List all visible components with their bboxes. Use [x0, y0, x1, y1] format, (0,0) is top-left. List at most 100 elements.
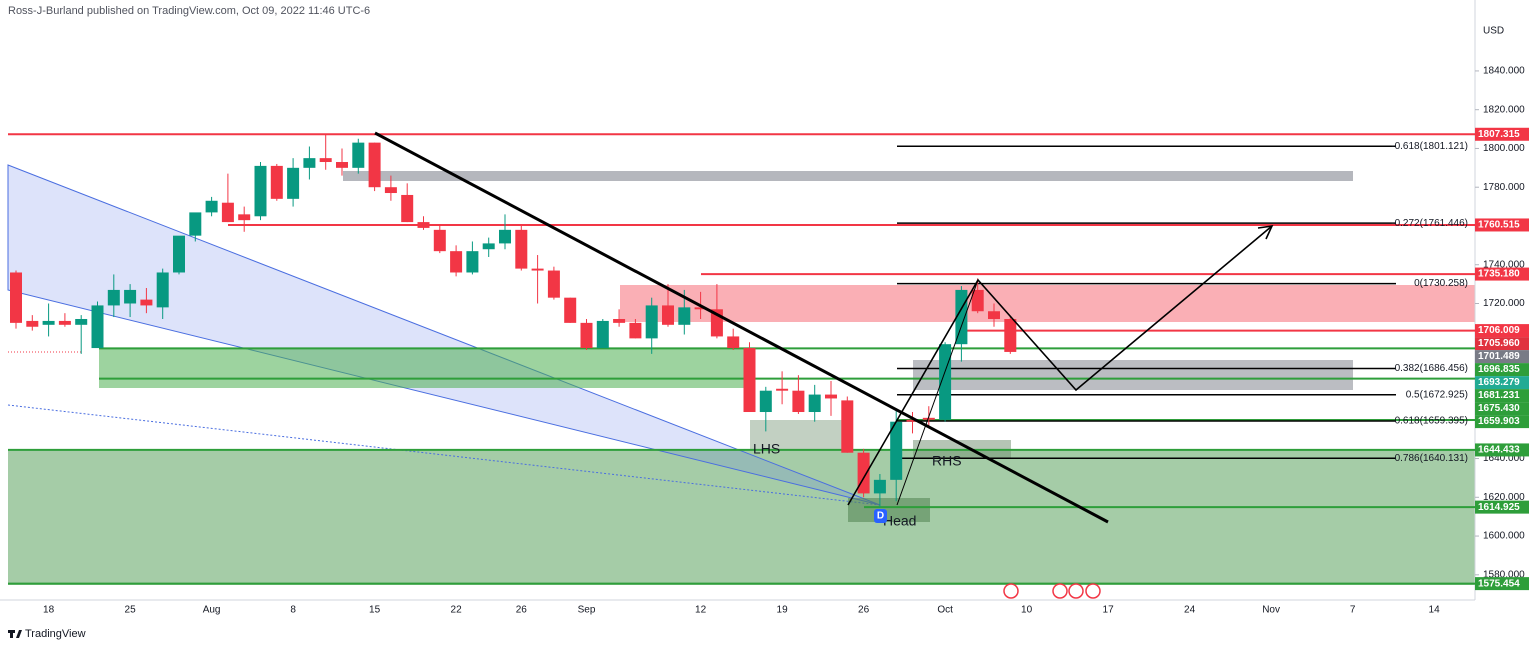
candle-body	[221, 202, 234, 223]
candle-body	[776, 388, 789, 391]
candle-body	[662, 305, 674, 325]
candle-body	[743, 348, 756, 413]
level-label-box	[1475, 443, 1529, 457]
fib-label: 0(1730.258)	[1414, 278, 1468, 289]
annotation: Head	[883, 513, 916, 529]
event-icon	[1052, 583, 1068, 599]
level-label: 1706.009	[1478, 325, 1520, 336]
wedge	[7, 164, 881, 506]
candle-body	[678, 307, 691, 325]
candle-body	[531, 268, 544, 271]
level-label-box	[1475, 402, 1529, 416]
data-layer: 1840.000 1820.000 1800.000 1780.000 1740.000…	[8, 66, 1529, 616]
pattern-path	[847, 225, 1273, 506]
event-icon	[1003, 583, 1019, 599]
candle-body	[450, 251, 463, 273]
x-tick-label: 12	[695, 605, 707, 616]
level-label: 1681.231	[1478, 390, 1520, 401]
level-label: 1675.430	[1478, 403, 1520, 414]
lhs-box	[750, 420, 848, 450]
candle-body	[124, 289, 137, 304]
level-label: 1614.925	[1478, 502, 1520, 513]
candle-body	[596, 320, 609, 349]
candle-body	[613, 318, 626, 323]
event-icon	[1085, 583, 1101, 599]
candle-body	[645, 305, 658, 339]
logo	[8, 630, 22, 638]
marker-badge	[874, 509, 887, 523]
candle-body	[352, 142, 365, 168]
event-icons	[1003, 583, 1101, 599]
x-tick-label: 22	[451, 605, 463, 616]
level-label-box	[1475, 218, 1529, 232]
level-label-box	[1475, 500, 1529, 514]
candle-body	[482, 243, 495, 250]
candle-body	[303, 158, 316, 168]
candle-body	[336, 162, 348, 168]
level-label-box	[1475, 376, 1529, 390]
candle-body	[205, 200, 218, 213]
level-label: 1644.433	[1478, 445, 1520, 456]
candle-body	[319, 158, 332, 163]
candle-body	[580, 322, 593, 349]
candle-body	[1004, 318, 1017, 352]
x-tick-label: 10	[1021, 605, 1033, 616]
level-label-box	[1475, 350, 1529, 364]
x-tick-label: Sep	[578, 605, 596, 616]
candle-body	[515, 229, 528, 269]
fib-label: 0.382(1686.456)	[1395, 363, 1468, 374]
candle-body	[629, 322, 642, 339]
candle-body	[564, 297, 577, 323]
level-label-box	[1475, 389, 1529, 403]
candle-body	[825, 394, 837, 399]
candle-body	[466, 251, 479, 273]
fib-label: 0.618(1659.395)	[1395, 416, 1468, 427]
level-label: 1659.903	[1478, 416, 1520, 427]
fib-label: 0.786(1640.131)	[1395, 453, 1468, 464]
level-label: 1696.835	[1478, 364, 1520, 375]
level-label-box	[1475, 324, 1529, 338]
x-tick-label: 7	[1350, 605, 1356, 616]
candle-body	[988, 311, 1000, 319]
x-tick-label: 18	[43, 605, 55, 616]
candle-body	[873, 479, 886, 494]
drawings	[7, 164, 1475, 585]
candle-body	[401, 194, 414, 223]
x-tick-label: Nov	[1262, 605, 1280, 616]
level-label: 1575.454	[1478, 578, 1520, 589]
candle-body	[254, 165, 267, 217]
candle-body	[792, 390, 805, 413]
fib-label: 0.5(1672.925)	[1406, 389, 1468, 400]
candle-body	[156, 272, 169, 308]
gray-zone	[343, 171, 1353, 181]
level-label: 1760.515	[1478, 220, 1520, 231]
y-tick-label: 1720.000	[1483, 298, 1525, 309]
y-tick-label: 1600.000	[1483, 531, 1525, 542]
marker: D	[877, 511, 884, 522]
candle-body	[173, 235, 185, 273]
y-tick-label: 1820.000	[1483, 104, 1525, 115]
y-tick-label: 1800.000	[1483, 143, 1525, 154]
level-label: 1705.960	[1478, 338, 1520, 349]
level-label: 1693.279	[1478, 377, 1520, 388]
annotation: LHS	[753, 441, 780, 457]
x-tick-label: 8	[290, 605, 296, 616]
candle-body	[499, 229, 511, 244]
demand-zone	[99, 348, 755, 388]
candle-body	[140, 299, 153, 306]
fib-label: -0.618(1801.121)	[1391, 141, 1468, 152]
level-label-box	[1475, 127, 1529, 141]
candle-body	[694, 307, 707, 310]
level-label: 1807.315	[1478, 129, 1520, 140]
fib-diagonal	[896, 279, 979, 506]
level-label-box	[1475, 267, 1529, 281]
annotation: RHS	[932, 453, 962, 469]
support-zone	[8, 450, 1475, 585]
candle-body	[922, 417, 935, 420]
candle-body	[189, 212, 202, 236]
candle-body	[107, 289, 120, 306]
level-label: 1735.180	[1478, 269, 1520, 280]
y-tick-label: 1620.000	[1483, 492, 1525, 503]
